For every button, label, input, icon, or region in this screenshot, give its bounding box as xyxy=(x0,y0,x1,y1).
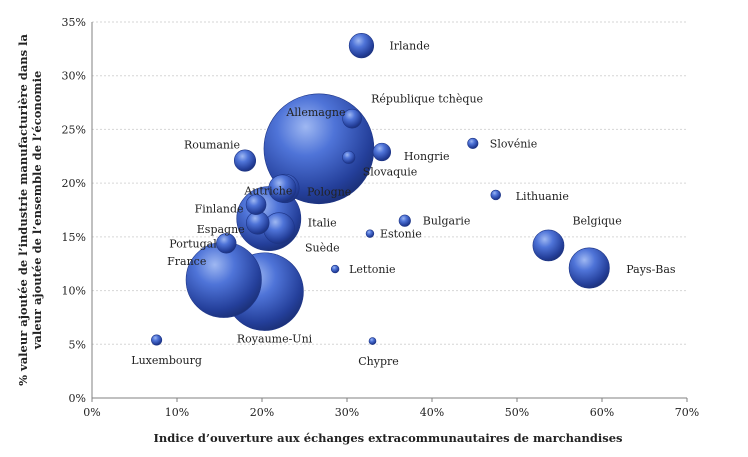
point-label: Suède xyxy=(305,241,340,254)
bubble-belgique xyxy=(532,229,565,262)
x-tick-label: 10% xyxy=(165,406,189,419)
point-label: Italie xyxy=(308,217,337,230)
point-label: France xyxy=(167,255,206,268)
grid-lines xyxy=(92,21,687,345)
point-label: Lithuanie xyxy=(516,190,569,203)
point-label: Slovénie xyxy=(490,137,538,150)
bubble-autriche xyxy=(268,174,297,203)
bubble-portugal xyxy=(216,233,237,254)
point-label: Pologne xyxy=(307,186,351,199)
bubble-republique-tcheque xyxy=(342,108,362,129)
point-label: Slovaquie xyxy=(363,165,418,178)
point-label: Roumanie xyxy=(184,139,240,152)
axis-titles: Indice d’ouverture aux échanges extracom… xyxy=(16,34,623,445)
bubble-bulgarie xyxy=(398,214,411,227)
x-tick-label: 30% xyxy=(335,406,359,419)
x-tick-label: 0% xyxy=(83,406,100,419)
y-tick-label: 10% xyxy=(62,285,86,298)
bubble-espagne xyxy=(246,211,270,235)
bubble-pays-bas xyxy=(568,247,610,289)
bubble-irlande xyxy=(348,33,375,59)
point-label: République tchèque xyxy=(371,93,483,106)
point-label: Estonie xyxy=(380,228,422,241)
y-axis-title-line-2: valeur ajoutée de l’ensemble de l’économ… xyxy=(30,71,44,351)
point-label: Portugal xyxy=(169,237,217,250)
bubble-lettonie xyxy=(330,264,340,274)
point-label: Espagne xyxy=(197,223,245,236)
point-label: Finlande xyxy=(195,203,244,216)
x-tick-label: 40% xyxy=(420,406,444,419)
bubble-luxembourg xyxy=(151,334,163,346)
point-label: Royaume-Uni xyxy=(237,333,313,346)
y-tick-label: 35% xyxy=(62,16,86,29)
x-tick-label: 20% xyxy=(250,406,274,419)
bubble-finlande xyxy=(245,194,267,215)
bubbles xyxy=(151,33,610,346)
point-label: Irlande xyxy=(389,40,429,53)
bubble-slovenie xyxy=(467,137,479,149)
point-label: Bulgarie xyxy=(423,215,471,228)
y-tick-label: 0% xyxy=(69,392,86,405)
bubble-hongrie xyxy=(372,142,392,162)
point-label: Belgique xyxy=(572,214,621,227)
bubble-estonie xyxy=(365,229,375,238)
y-tick-label: 5% xyxy=(69,338,86,351)
axes: 0% 5% 10% 15% 20% 25% 30% 35% 0% 10% 20% 30% 40% 50% 6… xyxy=(62,16,700,419)
y-tick-label: 30% xyxy=(62,70,86,83)
bubble-chypre xyxy=(368,337,377,345)
x-tick-label: 70% xyxy=(675,406,699,419)
x-tick-label: 60% xyxy=(590,406,614,419)
point-label: Autriche xyxy=(243,185,292,198)
x-axis-title: Indice d’ouverture aux échanges extracom… xyxy=(153,431,622,445)
y-tick-label: 20% xyxy=(62,177,86,190)
bubble-roumanie xyxy=(233,149,257,172)
bubble-lithuanie xyxy=(490,189,501,201)
point-labels: Irlande République tchèque Allemagne Slovén… xyxy=(131,40,676,368)
bubble-slovaquie xyxy=(342,150,356,164)
x-tick-label: 50% xyxy=(505,406,529,419)
point-label: Pays-Bas xyxy=(626,263,676,276)
y-axis-title-line-1: % valeur ajoutée de l’industrie manufact… xyxy=(16,34,30,386)
point-label: Allemagne xyxy=(285,106,345,119)
point-label: Chypre xyxy=(358,355,399,368)
point-label: Luxembourg xyxy=(131,354,202,367)
point-label: Hongrie xyxy=(404,150,450,163)
point-label: Lettonie xyxy=(349,263,395,276)
bubble-france xyxy=(185,241,262,318)
y-tick-label: 25% xyxy=(62,123,86,136)
y-tick-label: 15% xyxy=(62,231,86,244)
